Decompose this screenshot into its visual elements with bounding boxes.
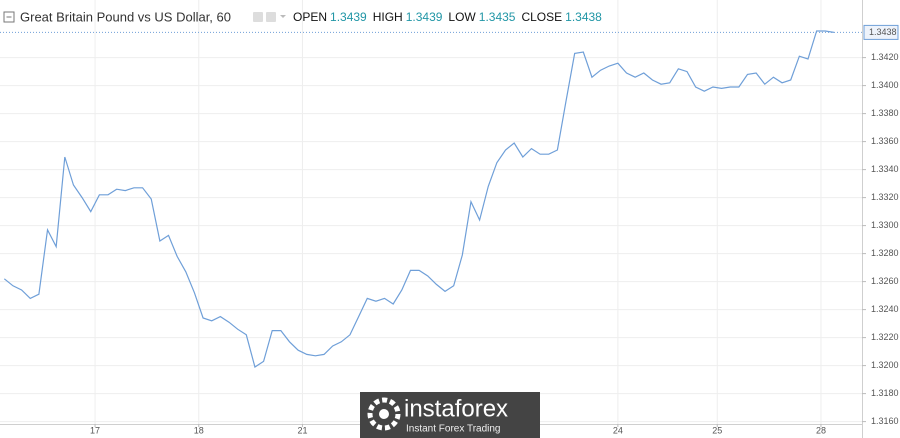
watermark-brand: instaforex [404,395,508,422]
y-tick-label: 1.3400 [871,80,899,90]
chart-title: Great Britain Pound vs US Dollar, 60 [20,9,231,24]
ohlc-label: OPEN [293,10,327,24]
x-tick-label: 18 [194,425,204,435]
plot [0,30,862,368]
y-tick-label: 1.3280 [871,248,899,258]
y-tick-label: 1.3380 [871,108,899,118]
watermark-logo [367,397,401,431]
ohlc-label: HIGH [373,10,403,24]
ohlc-label: LOW [448,10,476,24]
ohlc-value: 1.3439 [406,10,443,24]
y-tick-label: 1.3420 [871,52,899,62]
settings-icon[interactable] [253,12,263,22]
watermark-box [360,392,540,438]
price-line [3,30,835,368]
axes: 1.3160 1.3180 1.3200 1.3220 1.3240 1.3260 1.32… [90,24,899,435]
ohlc-value: 1.3438 [565,10,602,24]
ohlc-value: 1.3435 [479,10,516,24]
y-tick-label: 1.3340 [871,164,899,174]
watermark-logo-core [379,409,389,419]
y-tick-label: 1.3260 [871,276,899,286]
watermark: instaforex Instant Forex Trading [360,392,540,438]
y-tick-label: 1.3300 [871,220,899,230]
y-tick-label: 1.3180 [871,388,899,398]
last-price-label: 1.3438 [869,27,897,37]
y-tick-label: 1.3200 [871,360,899,370]
watermark-tagline: Instant Forex Trading [406,424,501,435]
y-tick-label: 1.3220 [871,332,899,342]
ohlc-value: 1.3439 [330,10,367,24]
y-tick-label: 1.3360 [871,136,899,146]
x-tick-label: 25 [712,425,722,435]
y-tick-label: 1.3320 [871,192,899,202]
menu-icon[interactable] [280,15,286,18]
x-tick-label: 21 [297,425,307,435]
x-tick-label: 17 [90,425,100,435]
y-tick-label: 1.3240 [871,304,899,314]
y-tick-label: 1.3160 [871,416,899,426]
ohlc-readout: OPEN 1.3439 HIGH 1.3439 LOW 1.3435 CLOSE 1.3438 [293,10,602,24]
ohlc-label: CLOSE [521,10,562,24]
x-tick-label: 24 [613,425,623,435]
hide-icon[interactable] [266,12,276,22]
x-tick-label: 28 [816,425,826,435]
last-price-tag [863,24,899,40]
grid [0,0,862,424]
